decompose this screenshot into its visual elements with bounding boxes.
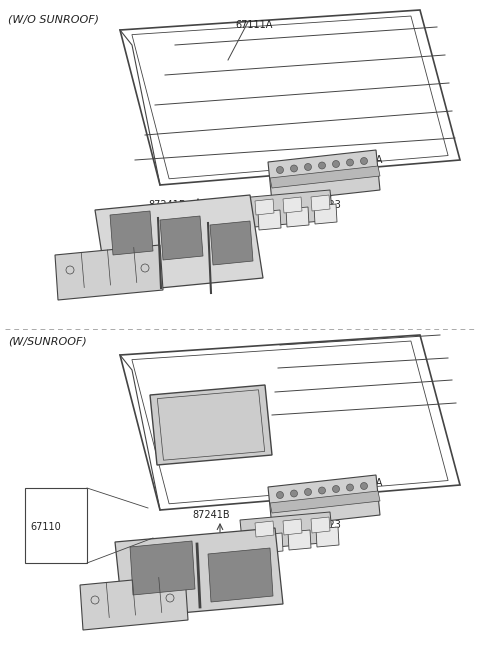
Text: 67125C: 67125C xyxy=(335,504,373,514)
Circle shape xyxy=(304,163,312,171)
Text: 67111A: 67111A xyxy=(235,20,272,30)
Circle shape xyxy=(360,157,368,165)
Polygon shape xyxy=(311,517,330,533)
Polygon shape xyxy=(283,197,302,213)
Text: (W/O SUNROOF): (W/O SUNROOF) xyxy=(8,14,99,24)
Text: (W/SUNROOF): (W/SUNROOF) xyxy=(8,337,87,347)
Polygon shape xyxy=(208,548,273,602)
Circle shape xyxy=(347,484,353,491)
Polygon shape xyxy=(230,213,253,233)
Circle shape xyxy=(276,491,284,499)
Text: 67110: 67110 xyxy=(30,522,61,532)
Polygon shape xyxy=(268,475,380,527)
Polygon shape xyxy=(270,491,380,513)
Circle shape xyxy=(333,161,339,167)
Text: 67310A: 67310A xyxy=(82,592,120,602)
Circle shape xyxy=(290,165,298,172)
Polygon shape xyxy=(258,210,281,230)
Circle shape xyxy=(319,487,325,494)
Polygon shape xyxy=(150,385,272,465)
Circle shape xyxy=(276,167,284,173)
Polygon shape xyxy=(115,528,283,618)
Text: 67125C: 67125C xyxy=(335,183,373,193)
Polygon shape xyxy=(288,530,311,550)
Text: 67123: 67123 xyxy=(310,520,341,530)
Polygon shape xyxy=(240,512,333,550)
Polygon shape xyxy=(311,195,330,211)
Polygon shape xyxy=(283,519,302,535)
Polygon shape xyxy=(110,211,153,255)
Polygon shape xyxy=(210,221,253,265)
Polygon shape xyxy=(255,521,274,537)
Text: 67133: 67133 xyxy=(208,248,239,258)
Circle shape xyxy=(333,485,339,493)
Polygon shape xyxy=(95,195,263,293)
Text: 67115: 67115 xyxy=(130,558,161,568)
Polygon shape xyxy=(130,541,195,595)
Text: 87241B: 87241B xyxy=(148,200,186,210)
Text: 67130A: 67130A xyxy=(345,155,383,165)
Polygon shape xyxy=(232,536,255,556)
Polygon shape xyxy=(80,575,188,630)
Circle shape xyxy=(290,490,298,497)
Polygon shape xyxy=(120,335,460,510)
Polygon shape xyxy=(120,10,460,185)
Circle shape xyxy=(347,159,353,166)
Polygon shape xyxy=(314,204,337,224)
Polygon shape xyxy=(255,199,274,215)
Text: 87241B: 87241B xyxy=(192,510,229,520)
Text: 67123: 67123 xyxy=(310,200,341,210)
Polygon shape xyxy=(286,207,309,227)
Polygon shape xyxy=(270,166,380,188)
Polygon shape xyxy=(55,245,163,300)
Circle shape xyxy=(319,162,325,169)
Circle shape xyxy=(304,489,312,495)
Text: 67130A: 67130A xyxy=(345,478,383,488)
Text: 67310A: 67310A xyxy=(55,272,92,282)
Polygon shape xyxy=(160,216,203,260)
Polygon shape xyxy=(268,150,380,202)
Polygon shape xyxy=(316,527,339,547)
Circle shape xyxy=(360,483,368,489)
Polygon shape xyxy=(260,533,283,553)
Polygon shape xyxy=(240,190,333,228)
